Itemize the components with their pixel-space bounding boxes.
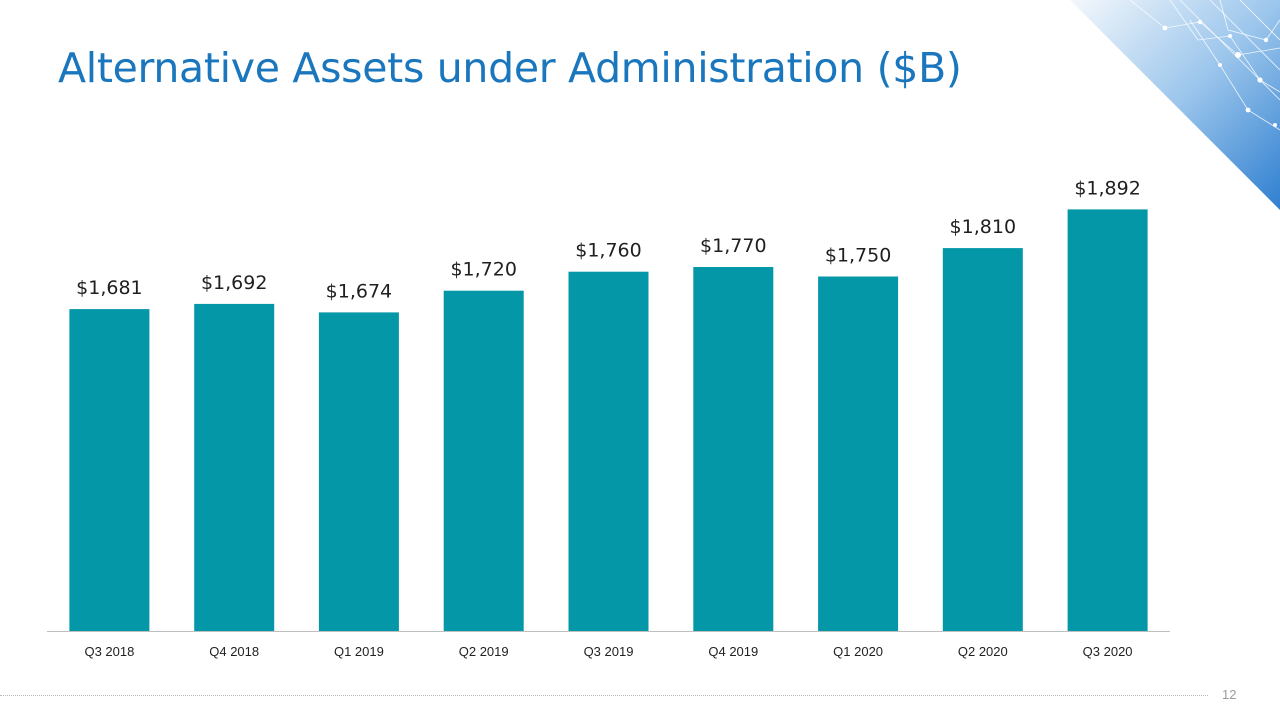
data-label: $1,770 [700, 235, 766, 257]
data-label: $1,720 [450, 259, 516, 281]
data-label: $1,810 [950, 216, 1016, 238]
x-tick-label: Q1 2020 [833, 644, 883, 659]
bar-q3-2018 [69, 309, 150, 631]
data-label: $1,681 [76, 277, 142, 299]
x-tick-label: Q3 2020 [1083, 644, 1133, 659]
network-circuit-graphic-icon [1070, 0, 1280, 210]
page-title: Alternative Assets under Administration … [58, 44, 962, 92]
page-number: 12 [1222, 687, 1237, 702]
x-tick-label: Q4 2018 [209, 644, 259, 659]
bar-q1-2019 [318, 312, 399, 631]
x-tick-label: Q4 2019 [708, 644, 758, 659]
x-tick-label: Q2 2020 [958, 644, 1008, 659]
data-label: $1,692 [201, 272, 267, 294]
x-tick-label: Q2 2019 [459, 644, 509, 659]
bar-q4-2018 [194, 303, 275, 631]
x-tick-label: Q1 2019 [334, 644, 384, 659]
data-label: $1,892 [1074, 177, 1140, 199]
data-label: $1,750 [825, 245, 891, 267]
x-tick-label: Q3 2019 [584, 644, 634, 659]
data-label: $1,674 [326, 280, 392, 302]
bar-q2-2019 [443, 290, 524, 631]
bar-q3-2020 [1067, 209, 1148, 631]
bar-q2-2020 [942, 248, 1023, 631]
x-tick-label: Q3 2018 [84, 644, 134, 659]
bar-q4-2019 [693, 267, 774, 631]
bar-q1-2020 [818, 276, 899, 631]
footer-divider [0, 695, 1208, 696]
bar-q3-2019 [568, 271, 649, 631]
data-label: $1,760 [575, 240, 641, 262]
